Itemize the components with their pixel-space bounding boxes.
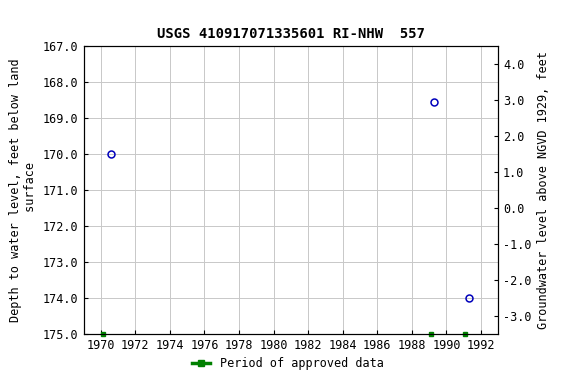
Title: USGS 410917071335601 RI-NHW  557: USGS 410917071335601 RI-NHW 557	[157, 27, 425, 41]
Y-axis label: Groundwater level above NGVD 1929, feet: Groundwater level above NGVD 1929, feet	[537, 51, 550, 329]
Y-axis label: Depth to water level, feet below land
 surface: Depth to water level, feet below land su…	[9, 58, 37, 322]
Legend: Period of approved data: Period of approved data	[188, 352, 388, 374]
